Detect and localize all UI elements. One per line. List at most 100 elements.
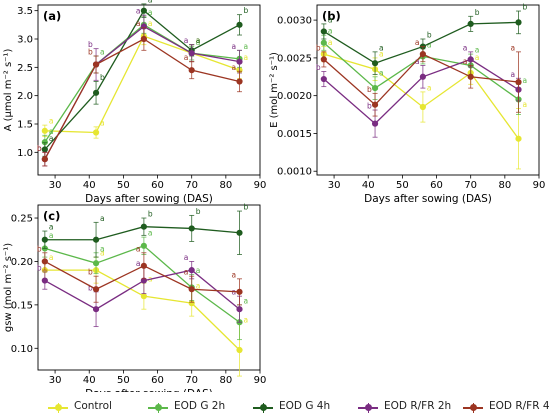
x-tick-label: 70	[185, 180, 198, 191]
significance-letter: a	[148, 8, 153, 17]
x-tick-label: 80	[219, 375, 232, 386]
y-tick-label: 0.0010	[277, 167, 312, 178]
significance-letter: a	[49, 127, 54, 136]
data-point	[236, 58, 243, 65]
significance-letter: a	[136, 19, 141, 28]
x-tick-label: 70	[185, 375, 198, 386]
data-point	[467, 56, 474, 63]
data-point	[419, 73, 426, 80]
significance-letter: b	[37, 244, 42, 253]
significance-letter: a	[49, 134, 54, 143]
x-tick-label: 40	[83, 180, 96, 191]
x-axis-label: Days after sowing (DAS)	[364, 193, 492, 205]
series-eod-g-4h: abaab	[41, 0, 249, 157]
panel-label: (c)	[43, 209, 60, 223]
significance-letter: a	[379, 68, 384, 77]
significance-letter: b	[148, 210, 153, 219]
y-tick-label: 0.0030	[277, 16, 312, 27]
significance-letter: a	[463, 57, 468, 66]
significance-letter: b	[316, 43, 321, 52]
data-point	[92, 260, 100, 267]
data-point	[320, 75, 327, 83]
significance-letter: a	[427, 83, 432, 92]
panel-label: (a)	[43, 9, 61, 23]
x-tick-label: 70	[464, 180, 477, 191]
panel-a: (a) 30 40 50 60 70 80 90 1.0 1.5 2.0 2.5 3.0 3.5 Days …	[3, 0, 266, 205]
data-point	[92, 89, 100, 96]
legend-marker-swatch	[155, 404, 162, 411]
legend-marker-swatch	[470, 404, 477, 411]
significance-letter: a	[136, 7, 141, 16]
significance-letter: a	[100, 118, 105, 127]
significance-letter: a	[136, 259, 141, 268]
significance-letter: b	[244, 6, 249, 15]
data-point	[188, 67, 195, 74]
series-line	[44, 9, 240, 150]
significance-letter: a	[196, 36, 201, 45]
significance-letter: a	[232, 288, 237, 297]
legend: Control EOD G 2h EOD G 4h EOD R/FR 2h EOD R/…	[0, 392, 550, 420]
significance-letter: a	[196, 282, 201, 291]
data-point	[140, 262, 147, 269]
x-tick-label: 60	[151, 180, 164, 191]
y-axis-label: E (mol m⁻² s⁻¹)	[269, 52, 280, 128]
data-point	[92, 61, 100, 68]
data-point	[236, 288, 243, 295]
data-point	[41, 156, 48, 163]
figure-canvas: (a) 30 40 50 60 70 80 90 1.0 1.5 2.0 2.5 3.0 3.5 Days …	[3, 0, 546, 392]
legend-label: EOD R/FR 4h	[489, 400, 550, 412]
significance-letter: b	[88, 48, 93, 57]
significance-letter: a	[511, 43, 516, 52]
x-tick-label: 80	[498, 180, 511, 191]
x-tick-label: 30	[49, 180, 62, 191]
plot-frame	[37, 204, 261, 371]
significance-letter: a	[523, 100, 528, 109]
y-tick-label: 0.0020	[277, 91, 312, 102]
data-point	[188, 267, 195, 274]
significance-letter: a	[148, 229, 153, 238]
data-point	[41, 146, 48, 153]
significance-letter: a	[49, 231, 54, 240]
significance-letter: a	[523, 76, 528, 85]
x-tick-label: 80	[219, 180, 232, 191]
significance-letter: a	[100, 214, 105, 223]
legend-label: EOD G 4h	[279, 400, 331, 412]
significance-letter: a	[196, 266, 201, 275]
x-tick-label: 90	[533, 180, 546, 191]
y-tick-label: 0.20	[11, 257, 33, 268]
significance-letter: b	[367, 85, 372, 94]
data-point	[92, 129, 100, 136]
significance-letter: a	[244, 315, 249, 324]
x-tick-label: 40	[362, 180, 375, 191]
significance-letter: a	[100, 249, 105, 258]
significance-letter: a	[232, 270, 237, 279]
data-point	[467, 20, 474, 27]
data-point	[92, 236, 100, 243]
significance-letter: a	[148, 19, 153, 28]
significance-letter: a	[184, 268, 189, 277]
significance-letter: a	[328, 15, 333, 24]
data-point	[371, 101, 379, 108]
significance-letter: a	[328, 27, 333, 36]
significance-letter: a	[475, 53, 480, 62]
y-tick-label: 0.15	[11, 300, 33, 311]
data-point	[371, 85, 379, 92]
significance-letter: a	[148, 0, 153, 4]
data-point	[140, 7, 147, 14]
legend-label: EOD G 2h	[174, 400, 226, 412]
significance-letter: a	[244, 42, 249, 51]
y-tick-label: 1.0	[17, 148, 33, 159]
data-point	[320, 28, 327, 35]
data-point	[515, 135, 522, 142]
significance-letter: b	[196, 207, 201, 216]
significance-letter: b	[316, 63, 321, 72]
x-tick-label: 40	[83, 375, 96, 386]
significance-letter: a	[184, 53, 189, 62]
data-point	[467, 73, 474, 80]
